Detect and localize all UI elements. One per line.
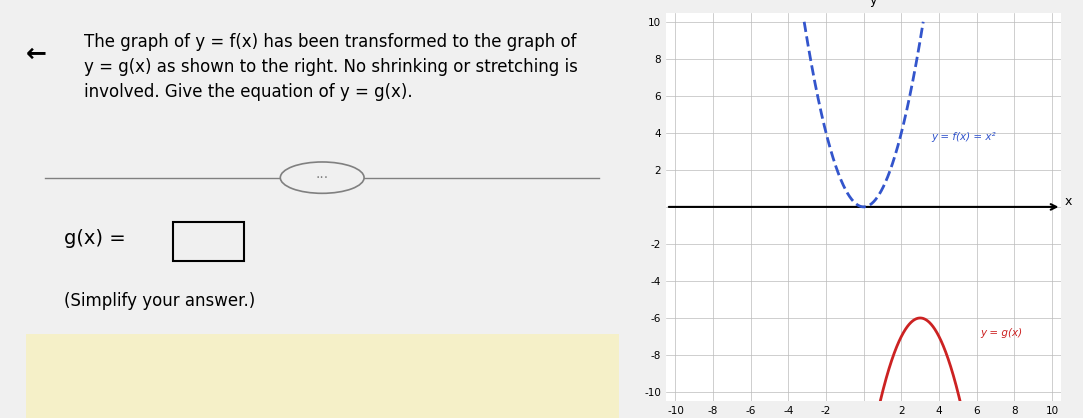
Text: y: y	[870, 0, 877, 7]
Text: The graph of y = f(x) has been transformed to the graph of
y = g(x) as shown to : The graph of y = f(x) has been transform…	[83, 33, 577, 102]
Text: (Simplify your answer.): (Simplify your answer.)	[65, 292, 256, 310]
Text: g(x) =: g(x) =	[65, 229, 132, 248]
Text: ←: ←	[26, 42, 47, 66]
Text: y = g(x): y = g(x)	[980, 328, 1022, 338]
Ellipse shape	[280, 162, 364, 193]
FancyBboxPatch shape	[26, 334, 618, 418]
Text: ···: ···	[315, 171, 329, 185]
Text: x: x	[1065, 195, 1072, 208]
Text: y = f(x) = x²: y = f(x) = x²	[931, 132, 996, 142]
